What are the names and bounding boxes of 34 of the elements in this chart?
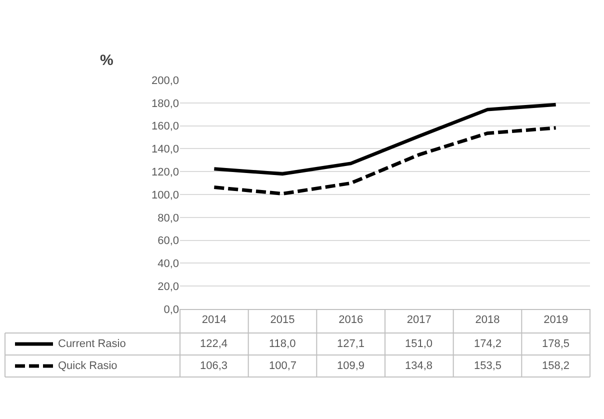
line-series: [212, 126, 558, 196]
data-label: 106,3: [200, 360, 228, 372]
data-label: 174,2: [474, 338, 502, 350]
x-tick-label: 2019: [544, 314, 568, 326]
data-label: 109,9: [337, 360, 365, 372]
data-label: 100,7: [269, 360, 297, 372]
data-label: 153,5: [474, 360, 502, 372]
y-tick-label: 160,0: [151, 120, 179, 133]
x-tick-label: 2017: [406, 314, 432, 326]
data-label: 134,8: [405, 360, 433, 372]
legend-label: Quick Rasio: [58, 360, 118, 372]
y-tick-label: 100,0: [151, 189, 179, 202]
x-tick-label: 2016: [338, 314, 364, 326]
data-label: 122,4: [200, 338, 228, 350]
y-tick-label: 60,0: [158, 235, 179, 248]
legend-label: Current Rasio: [58, 338, 126, 350]
y-tick-label: 20,0: [158, 280, 179, 293]
y-tick-label: 180,0: [151, 98, 179, 110]
y-tick-label: 120,0: [151, 166, 179, 178]
data-label: 158,2: [542, 360, 570, 372]
y-tick-label: 0,0: [164, 304, 179, 316]
data-label: 151,0: [405, 338, 433, 350]
data-label: 178,5: [542, 338, 570, 350]
y-tick-label: 40,0: [158, 258, 179, 270]
y-tick-label: 80,0: [158, 212, 179, 224]
x-tick-label: 2018: [475, 314, 500, 326]
x-tick-label: 2015: [270, 314, 295, 326]
y-tick-label: 140,0: [151, 144, 179, 156]
y-axis-title: %: [100, 52, 114, 69]
line-series: [212, 102, 558, 176]
y-tick-label: 200,0: [151, 74, 179, 87]
x-tick-label: 2014: [202, 314, 226, 326]
data-label: 118,0: [269, 338, 296, 350]
data-label: 127,1: [337, 338, 365, 350]
